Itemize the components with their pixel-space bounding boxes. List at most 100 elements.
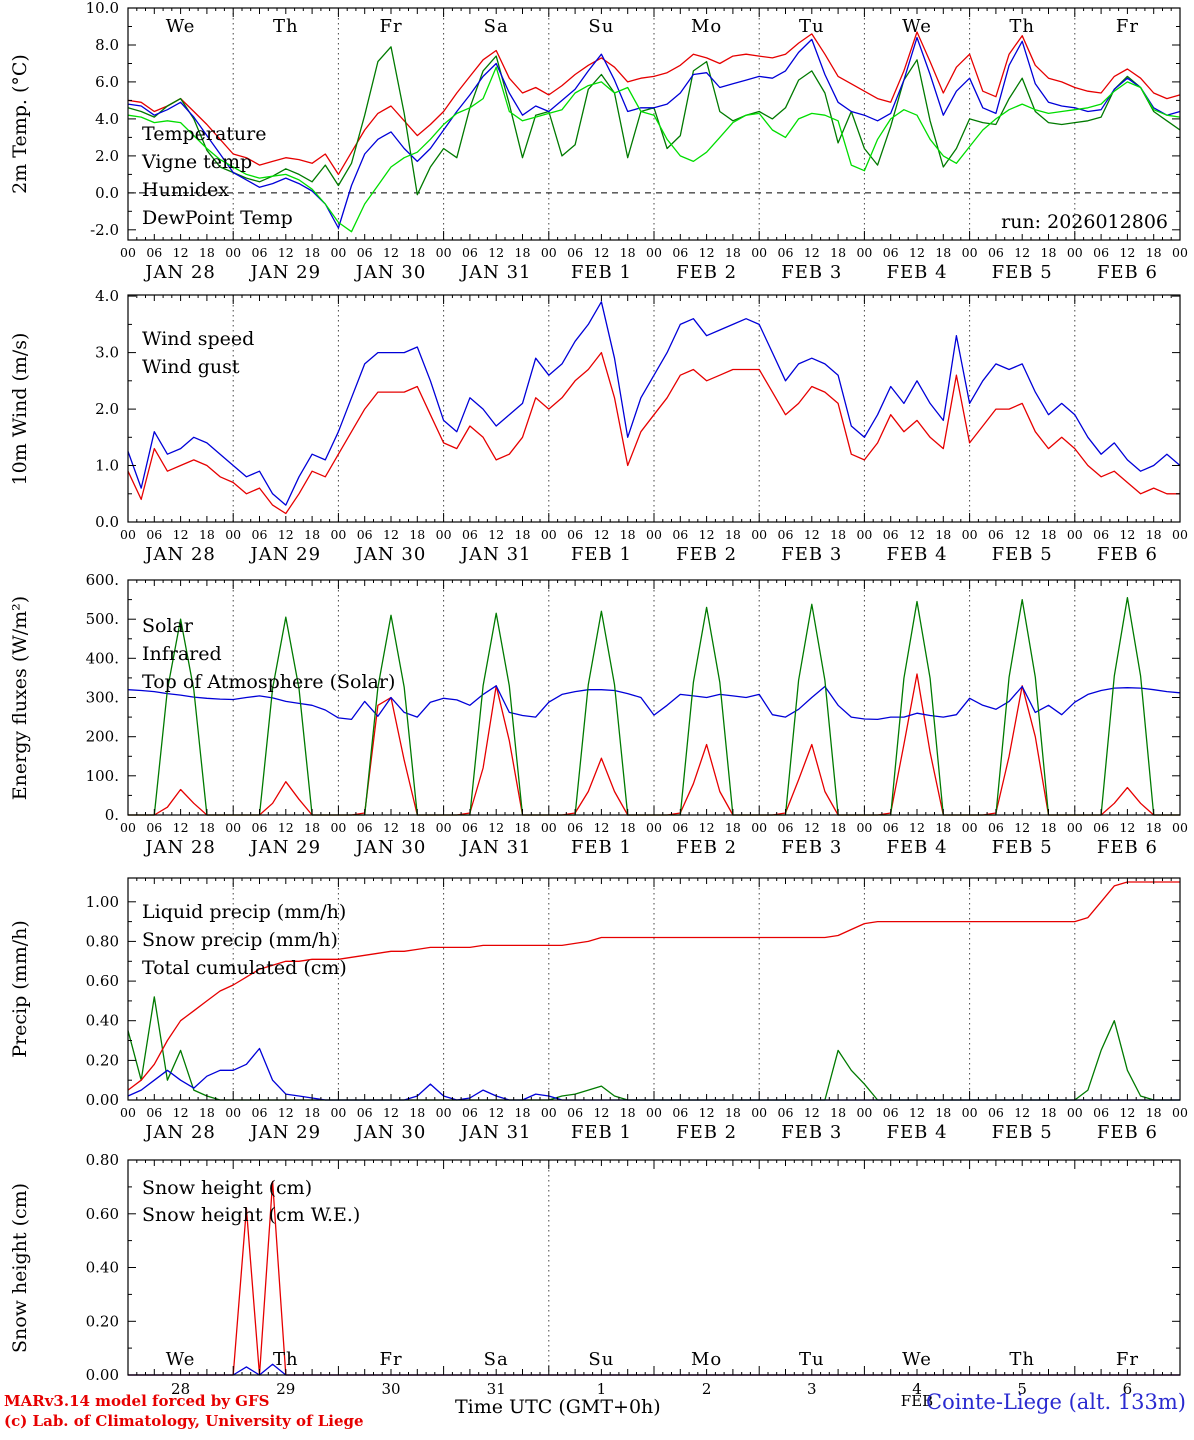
y-tick-label: 0.80 (86, 1151, 119, 1169)
hour-label: 06 (357, 820, 373, 835)
hour-label: 00 (330, 527, 346, 542)
hour-label: 06 (357, 1105, 373, 1120)
hour-label: 00 (225, 820, 241, 835)
hour-label: 00 (330, 820, 346, 835)
hour-label: 00 (1067, 245, 1083, 260)
hour-label: 12 (593, 527, 609, 542)
hour-label: 00 (436, 245, 452, 260)
day-label: FEB 1 (571, 544, 632, 565)
hour-label: 00 (962, 245, 978, 260)
hour-label: 00 (856, 820, 872, 835)
y-tick-label: -2.0 (90, 221, 119, 239)
run-label: run: 2026012806 (1001, 211, 1168, 233)
hour-label: 00 (541, 1105, 557, 1120)
weekday-label: Th (273, 1349, 299, 1370)
day-label: FEB 2 (676, 544, 737, 565)
hour-label: 18 (830, 1105, 846, 1120)
hour-label: 06 (988, 820, 1004, 835)
series-temperature (127, 31, 1181, 176)
hour-label: 06 (778, 245, 794, 260)
hour-label: 18 (1146, 1105, 1162, 1120)
hour-label: 18 (409, 820, 425, 835)
weekday-label: Su (588, 16, 614, 37)
hour-label: 00 (856, 527, 872, 542)
weekday-label: Sa (484, 16, 509, 37)
hour-label: 00 (646, 245, 662, 260)
hour-label: 00 (541, 527, 557, 542)
hour-label: 18 (409, 245, 425, 260)
y-tick-label: 4.0 (95, 287, 119, 305)
weekday-label: Sa (484, 1349, 509, 1370)
hour-label: 00 (541, 245, 557, 260)
hour-label: 06 (146, 820, 162, 835)
weekday-label: Th (273, 16, 299, 37)
hour-label: 06 (146, 245, 162, 260)
hour-label: 06 (672, 527, 688, 542)
hour-label: 06 (252, 1105, 268, 1120)
hour-label: 12 (278, 245, 294, 260)
day-label: FEB 5 (992, 262, 1053, 283)
y-tick-label: 500. (86, 610, 119, 628)
hour-label: 06 (567, 1105, 583, 1120)
y-axis-label: Energy fluxes (W/m²) (9, 596, 31, 800)
hour-label: 00 (962, 1105, 978, 1120)
hour-label: 18 (1146, 245, 1162, 260)
legend-precip-2: Total cumulated (cm) (142, 957, 347, 979)
series-total-cumulated-cm (127, 881, 1180, 1091)
series-infrared (127, 685, 1181, 721)
y-tick-label: 400. (86, 649, 119, 667)
day-label: JAN 31 (459, 837, 532, 858)
y-tick-label: 100. (86, 767, 119, 785)
y-tick-label: 1.00 (86, 893, 119, 911)
y-axis-label: Snow height (cm) (9, 1183, 31, 1353)
y-axis-label: 10m Wind (m/s) (9, 333, 31, 486)
hour-label: 06 (357, 245, 373, 260)
hour-label: 00 (1067, 820, 1083, 835)
legend-snow-height-1: Snow height (cm W.E.) (142, 1204, 360, 1226)
legend-snow-height-0: Snow height (cm) (142, 1177, 312, 1199)
day-label: FEB 3 (781, 1122, 842, 1143)
hour-label: 12 (909, 820, 925, 835)
hour-label: 06 (883, 245, 899, 260)
hour-label: 06 (1093, 1105, 1109, 1120)
hour-label: 12 (488, 245, 504, 260)
day-label: JAN 30 (354, 262, 427, 283)
hour-label: 12 (909, 527, 925, 542)
hour-label: 12 (488, 1105, 504, 1120)
weekday-label: Su (588, 1349, 614, 1370)
hour-label: 18 (620, 527, 636, 542)
day-label: JAN 30 (354, 837, 427, 858)
hour-label: 18 (620, 245, 636, 260)
hour-label: 18 (409, 527, 425, 542)
day-number-label: 30 (381, 1380, 400, 1398)
hour-label: 06 (988, 527, 1004, 542)
hour-label: 06 (1093, 527, 1109, 542)
legend-temperature-2: Humidex (142, 179, 229, 201)
day-label: FEB 2 (676, 262, 737, 283)
hour-label: 12 (804, 245, 820, 260)
series-humidex (127, 36, 1181, 229)
day-label: FEB 2 (676, 837, 737, 858)
hour-label: 00 (541, 820, 557, 835)
y-tick-label: 0. (105, 806, 119, 824)
hour-label: 00 (1172, 527, 1188, 542)
day-label: FEB 1 (571, 837, 632, 858)
hour-label: 18 (1041, 820, 1057, 835)
hour-label: 18 (304, 245, 320, 260)
model-credit-line2: (c) Lab. of Climatology, University of L… (4, 1412, 364, 1430)
day-number-label: 3 (807, 1380, 817, 1398)
day-label: FEB 1 (571, 262, 632, 283)
day-label: JAN 31 (459, 544, 532, 565)
day-label: JAN 28 (143, 544, 216, 565)
legend-wind-0: Wind speed (142, 328, 254, 350)
hour-label: 00 (962, 820, 978, 835)
hour-label: 00 (120, 245, 136, 260)
panel-snow-height: 0.80 0.60 0.40 0.20 0.00 28 29 30 31 1 2 3 4 5 6 We Th Fr… (9, 1151, 1181, 1398)
day-number-label: 5 (1017, 1380, 1027, 1398)
hour-label: 00 (330, 245, 346, 260)
panel-energy-fluxes: 600.500.400.300.200.100.0.00 06 12 18 00 06 12… (9, 571, 1188, 858)
day-label: FEB 3 (781, 262, 842, 283)
hour-label: 12 (909, 1105, 925, 1120)
month-label: FEB (901, 1392, 933, 1410)
day-label: FEB 5 (992, 1122, 1053, 1143)
